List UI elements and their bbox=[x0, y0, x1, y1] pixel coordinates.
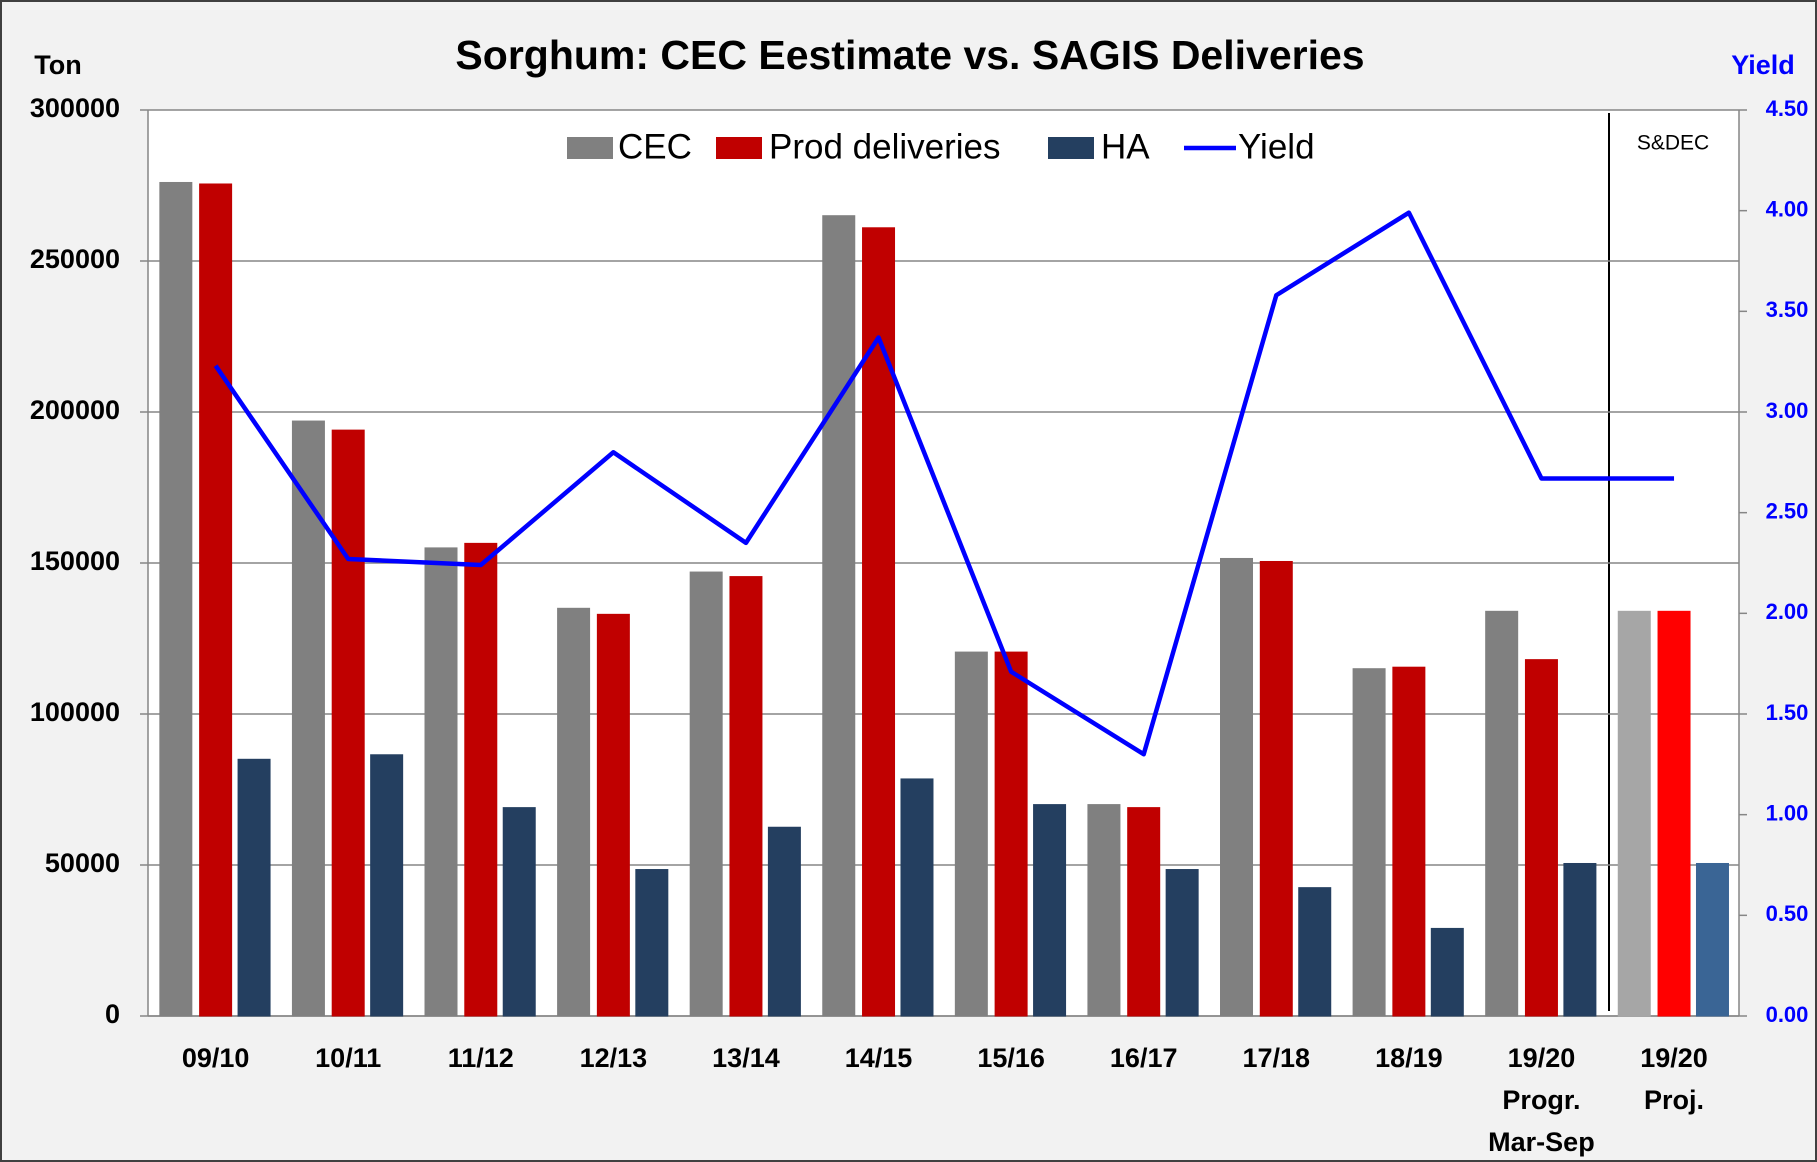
bar bbox=[557, 607, 591, 1017]
y2-tick-label: 2.00 bbox=[1766, 599, 1809, 624]
y2-tick-label: 3.00 bbox=[1766, 398, 1809, 423]
x-tick-label: 15/16 bbox=[977, 1043, 1045, 1073]
x-tick-label: 14/15 bbox=[845, 1043, 913, 1073]
y-tick-label: 100000 bbox=[30, 697, 120, 727]
bar bbox=[424, 547, 458, 1017]
bar bbox=[1298, 887, 1332, 1017]
y-axis-label: Ton bbox=[34, 50, 81, 80]
bar bbox=[291, 420, 325, 1017]
bar bbox=[1259, 560, 1293, 1017]
y2-tick-label: 1.00 bbox=[1766, 800, 1809, 825]
legend-label: HA bbox=[1101, 127, 1150, 166]
bar bbox=[370, 754, 404, 1017]
bar bbox=[1033, 804, 1067, 1017]
bar bbox=[729, 576, 763, 1017]
bar bbox=[1617, 610, 1651, 1017]
bar bbox=[1524, 659, 1558, 1017]
y2-tick-label: 3.50 bbox=[1766, 297, 1809, 322]
y2-axis-label: Yield bbox=[1731, 50, 1795, 80]
x-tick-label: 13/14 bbox=[712, 1043, 780, 1073]
y-tick-label: 300000 bbox=[30, 93, 120, 123]
legend-label: CEC bbox=[618, 127, 692, 166]
x-tick-label: 17/18 bbox=[1242, 1043, 1310, 1073]
bar bbox=[1220, 557, 1254, 1017]
yield-line bbox=[213, 210, 1675, 757]
bar bbox=[1563, 862, 1597, 1017]
legend-swatch bbox=[716, 137, 762, 159]
x-tick-label: 12/13 bbox=[580, 1043, 648, 1073]
x-tick-label: 11/12 bbox=[448, 1043, 514, 1073]
bar bbox=[1657, 610, 1691, 1017]
x-tick-label: 10/11 bbox=[315, 1043, 381, 1073]
bar bbox=[464, 542, 498, 1017]
x-tick-label: 16/17 bbox=[1110, 1043, 1178, 1073]
bar bbox=[1127, 807, 1161, 1017]
bar bbox=[1352, 668, 1386, 1017]
y2-tick-label: 0.00 bbox=[1766, 1002, 1809, 1027]
y-tick-label: 200000 bbox=[30, 395, 120, 425]
x-tick-label: 18/19 bbox=[1375, 1043, 1443, 1073]
bar bbox=[1430, 927, 1464, 1017]
y2-tick-label: 4.50 bbox=[1766, 96, 1809, 121]
bar bbox=[900, 778, 934, 1017]
bar bbox=[1087, 804, 1121, 1017]
bar bbox=[767, 826, 801, 1017]
chart-title: Sorghum: CEC Eestimate vs. SAGIS Deliver… bbox=[455, 32, 1364, 78]
bar bbox=[159, 181, 193, 1017]
bar bbox=[331, 429, 365, 1017]
y-tick-label: 50000 bbox=[45, 848, 120, 878]
bar bbox=[635, 869, 669, 1017]
y-tick-label: 150000 bbox=[30, 546, 120, 576]
x-tick-label: 19/20 Proj. bbox=[1640, 1043, 1708, 1115]
y2-tick-label: 2.50 bbox=[1766, 498, 1809, 523]
bar bbox=[237, 758, 271, 1017]
x-tick-label: 19/20 Progr. Mar-Sep bbox=[1488, 1043, 1595, 1157]
y2-tick-label: 1.50 bbox=[1766, 700, 1809, 725]
bar bbox=[1165, 869, 1199, 1017]
bar bbox=[1485, 610, 1519, 1017]
bar bbox=[596, 613, 630, 1017]
bar bbox=[689, 571, 723, 1017]
x-tick-label: 09/10 bbox=[182, 1043, 250, 1073]
legend-label: Yield bbox=[1238, 127, 1315, 166]
bar bbox=[1695, 862, 1729, 1017]
legend-label: Prod deliveries bbox=[769, 127, 1001, 166]
y-tick-label: 0 bbox=[105, 999, 120, 1029]
legend-swatch bbox=[1048, 137, 1094, 159]
bar bbox=[502, 807, 536, 1017]
bar bbox=[954, 651, 988, 1017]
annotation: S&DEC bbox=[1637, 132, 1709, 155]
legend-swatch bbox=[567, 137, 613, 159]
bar bbox=[1392, 666, 1426, 1017]
y2-tick-label: 4.00 bbox=[1766, 196, 1809, 221]
bar bbox=[199, 183, 233, 1017]
bar bbox=[862, 227, 896, 1017]
bar bbox=[994, 651, 1028, 1017]
y-tick-label: 250000 bbox=[30, 244, 120, 274]
y2-tick-label: 0.50 bbox=[1766, 901, 1809, 926]
bar bbox=[822, 215, 856, 1017]
